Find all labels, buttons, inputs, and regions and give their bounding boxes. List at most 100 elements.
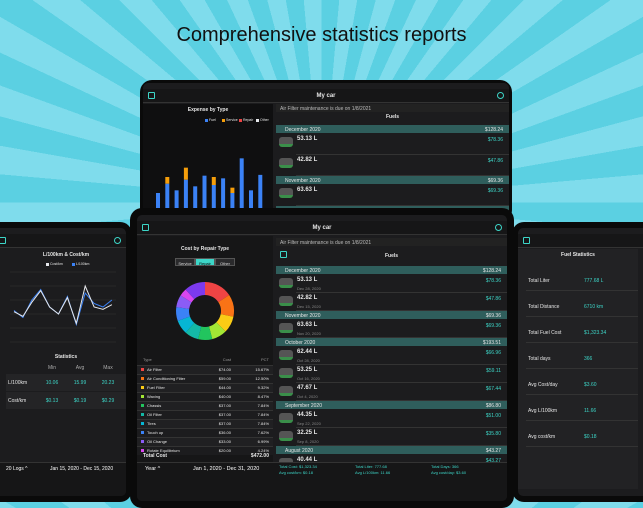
- stats-title: Statistics: [54, 354, 78, 360]
- stats-value: $0.13: [45, 398, 59, 404]
- row-divider: [296, 292, 507, 293]
- table-row: [137, 365, 273, 374]
- type-name: Oil Change: [147, 439, 168, 444]
- stat-label: Total Distance: [528, 304, 560, 310]
- month-header: [276, 125, 509, 133]
- month-total: $69.36: [485, 312, 501, 319]
- type-name: Air Conditioning Filter: [147, 376, 186, 381]
- row-divider: [296, 337, 507, 338]
- root: Comprehensive statistics reports My car Ex…: [0, 24, 643, 508]
- calendar-icon: [148, 92, 155, 99]
- legend-label: Other: [260, 118, 269, 122]
- row-divider: [296, 445, 507, 446]
- stats-value: 10.06: [45, 380, 59, 386]
- stats-title: Fuel Statistics: [561, 252, 595, 258]
- table-row: [137, 392, 273, 401]
- stat-label: Avg Cost/day: [528, 382, 558, 388]
- nav-title: My car: [316, 93, 336, 99]
- row-swatch: [141, 431, 144, 434]
- price: $47.86: [487, 158, 503, 164]
- calendar-icon: [142, 224, 149, 231]
- segment: Repair: [195, 258, 215, 266]
- bar: [221, 178, 226, 209]
- liters: 40.44 L: [297, 457, 318, 463]
- row-divider: [526, 368, 638, 369]
- row-swatch: [141, 404, 144, 407]
- type-cost: $74.00: [218, 367, 231, 372]
- row-divider: [526, 316, 638, 317]
- bar: [230, 193, 235, 209]
- row-divider: [296, 382, 507, 383]
- liters: 42.82 L: [297, 295, 318, 301]
- table-row: [137, 428, 273, 437]
- price: $51.00: [485, 413, 501, 419]
- row-swatch: [141, 377, 144, 380]
- row-divider: [526, 394, 638, 395]
- fuel-icon: [279, 278, 293, 288]
- liters: 44.35 L: [297, 412, 318, 418]
- fuel-icon: [279, 368, 293, 378]
- table-row: [137, 410, 273, 419]
- type-name: Air Filter: [147, 367, 162, 372]
- stats-header: Avg: [75, 365, 85, 371]
- type-cost: $20.00: [218, 448, 231, 453]
- liters: 47.67 L: [297, 385, 318, 391]
- month-total: $128.24: [484, 126, 503, 133]
- price: $69.36: [485, 323, 501, 329]
- liters: 42.82 L: [297, 157, 318, 163]
- type-name: Tires: [147, 421, 156, 426]
- total-stat: Avg cost/km: $0.18: [279, 470, 313, 475]
- liters: 63.63 L: [297, 187, 318, 193]
- month-label: November 2020: [285, 177, 321, 184]
- range: Jan 1, 2020 - Dec 31, 2020: [193, 466, 260, 472]
- legend-swatch: [256, 119, 259, 122]
- stats-row: [6, 392, 126, 409]
- type-pct: 7.84%: [257, 412, 269, 417]
- date: Sep 8, 2020: [297, 439, 319, 444]
- range: Jan 15, 2020 - Dec 15, 2020: [50, 466, 114, 472]
- stat-label: Total days: [528, 356, 551, 362]
- month-total: $69.36: [487, 177, 503, 184]
- month-header: [276, 401, 507, 409]
- stat-label: Total Liter: [528, 278, 550, 284]
- month-header: [276, 311, 507, 319]
- stat-value: 777.68 L: [584, 278, 604, 284]
- month-total: $43.27: [485, 447, 501, 454]
- price: $69.36: [487, 188, 503, 194]
- type-name: Rotate Equilibrium: [147, 448, 180, 453]
- logs-button: 20 Logs ^: [6, 466, 28, 472]
- row-divider: [296, 427, 507, 428]
- stat-value: 6710 km: [584, 304, 604, 310]
- panel-title: Cost by Repair Type: [181, 246, 229, 252]
- type-pct: 7.62%: [257, 430, 269, 435]
- date: Oct 4, 2020: [297, 394, 318, 399]
- edit-icon: [280, 251, 287, 258]
- legend-label: Fuel: [209, 118, 216, 122]
- stat-value: $1,323.34: [584, 330, 607, 336]
- list-title: Fuels: [384, 253, 399, 259]
- tablet-screen: My car Cost by Repair Type Service Repair Ot…: [137, 215, 507, 501]
- row-swatch: [141, 422, 144, 425]
- stats-label: L/100km: [8, 380, 28, 386]
- donut-segment: [185, 322, 202, 340]
- stat-label: Avg cost/km: [528, 434, 556, 440]
- period-button: Year ^: [145, 466, 161, 472]
- stat-label: Avg L/100km: [528, 408, 558, 414]
- banner: Air Filter maintenance is due on 1/8/202…: [276, 104, 509, 112]
- chart: [153, 158, 267, 210]
- bar: [183, 167, 188, 180]
- stats-value: $0.19: [73, 398, 87, 404]
- donut-segment: [205, 282, 230, 303]
- liters: 63.63 L: [297, 322, 318, 328]
- stat-value: 11.66: [584, 408, 597, 414]
- price: $43.27: [485, 458, 501, 464]
- settings-icon: [497, 92, 504, 99]
- stats-value: 20.23: [101, 380, 115, 386]
- row-divider: [526, 420, 638, 421]
- type-pct: 12.50%: [255, 376, 269, 381]
- month-label: August 2020: [285, 447, 314, 454]
- liters: 53.13 L: [297, 277, 318, 283]
- type-cost: $37.00: [218, 421, 231, 426]
- price: $66.96: [485, 350, 501, 356]
- stats-value: 15.99: [73, 380, 87, 386]
